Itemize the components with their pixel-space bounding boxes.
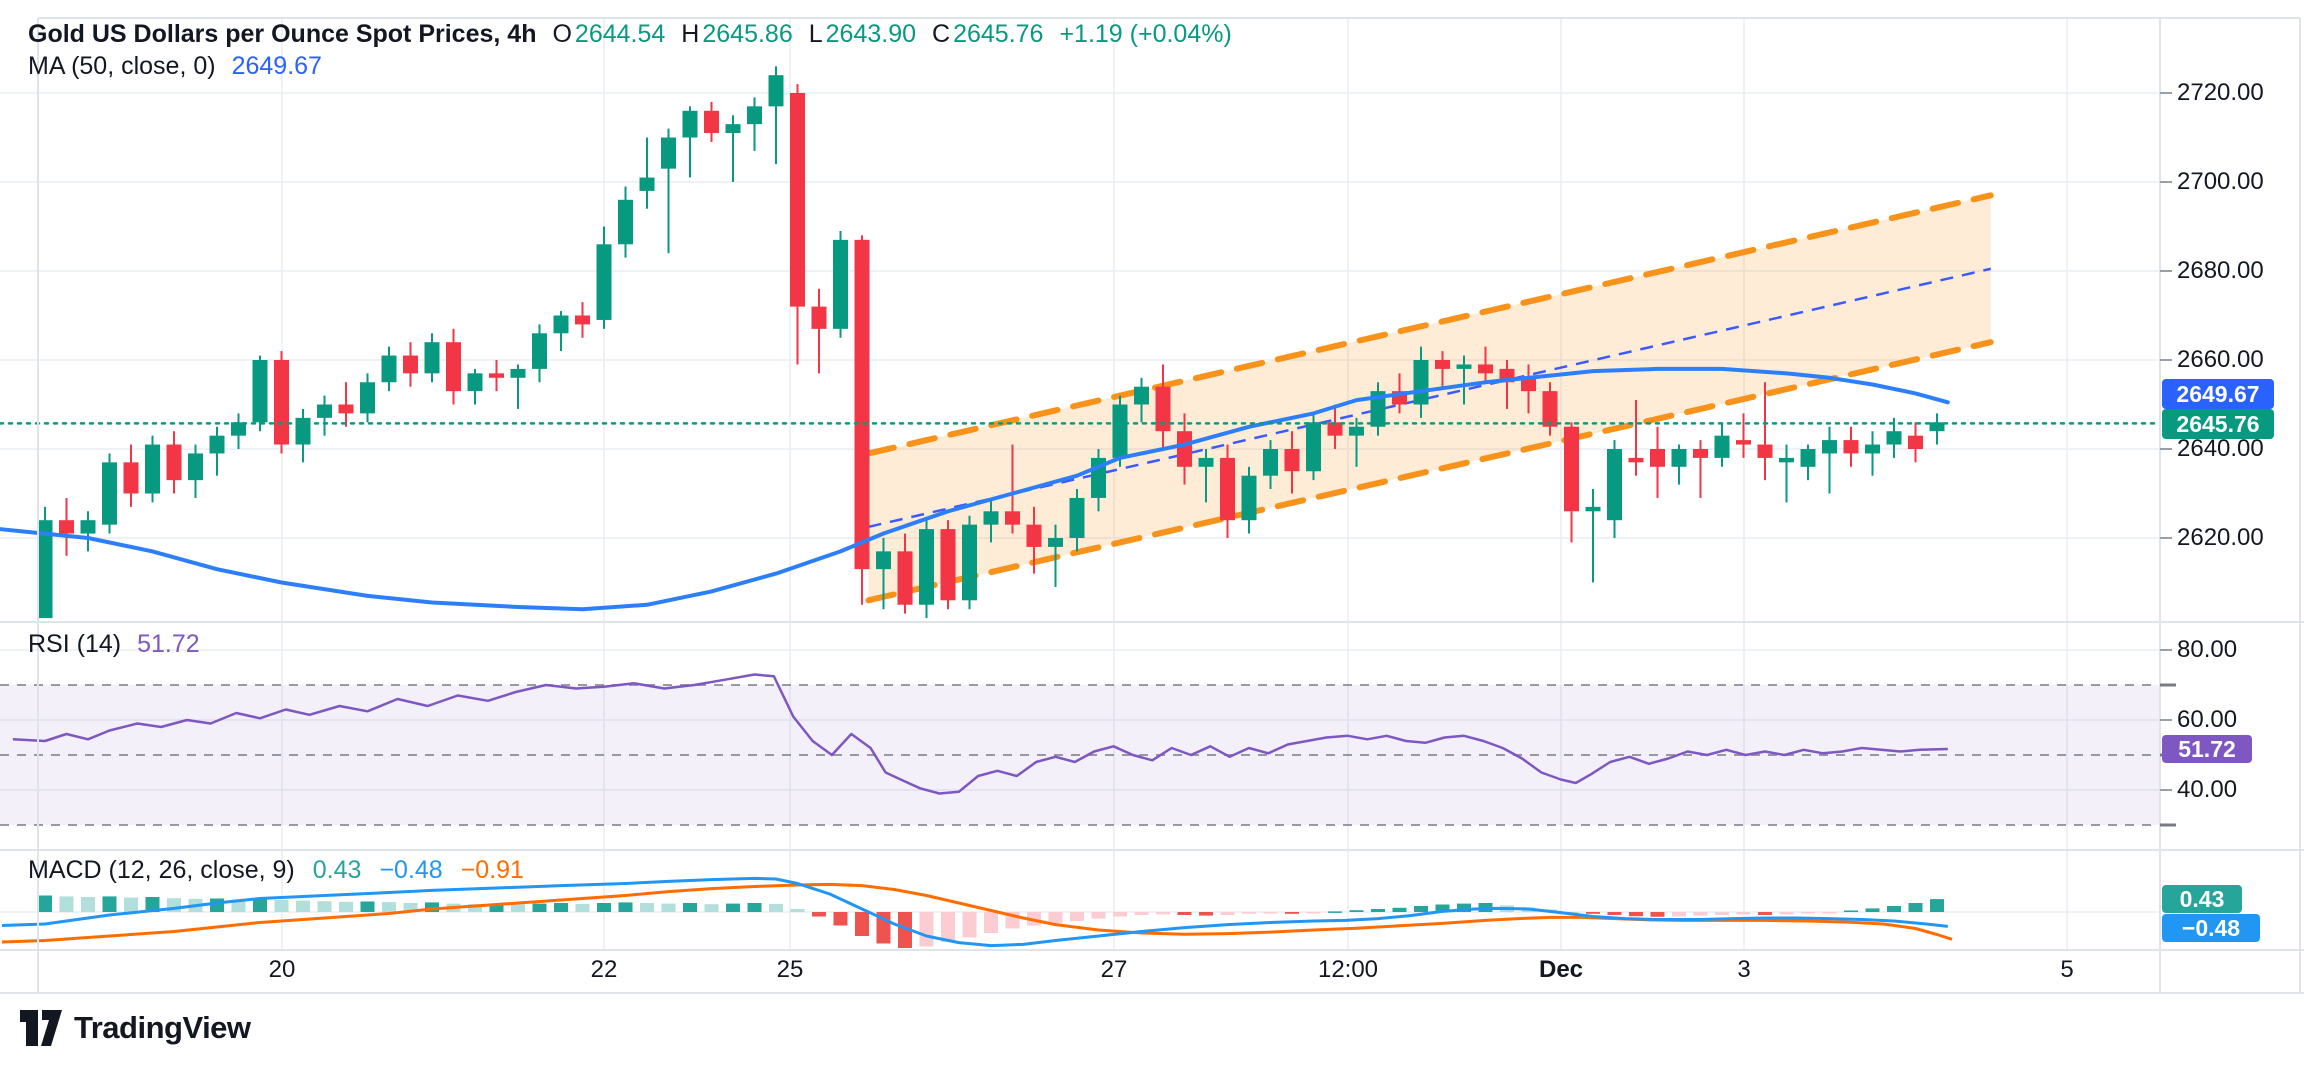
macd-signal-value: −0.91 bbox=[460, 856, 524, 884]
price-tick: 2680.00 bbox=[2177, 257, 2264, 284]
macd-label: MACD (12, 26, close, 9) bbox=[28, 856, 295, 884]
price-tick: 2640.00 bbox=[2177, 435, 2264, 462]
watermark-text: TradingView bbox=[74, 1010, 251, 1045]
rsi-tick: 40.00 bbox=[2177, 776, 2238, 803]
price-tick: 2660.00 bbox=[2177, 346, 2264, 373]
rsi-tick: 80.00 bbox=[2177, 636, 2238, 663]
time-tick: 12:00 bbox=[1317, 956, 1379, 983]
ohlc-open: O 2644.54 bbox=[552, 20, 666, 48]
symbol-title: Gold US Dollars per Ounce Spot Prices, 4… bbox=[28, 20, 537, 48]
tradingview-watermark[interactable]: TradingView bbox=[18, 1008, 251, 1048]
price-tick: 2720.00 bbox=[2177, 79, 2264, 106]
macd-line-value: −0.48 bbox=[379, 856, 443, 884]
price-tick: 2620.00 bbox=[2177, 524, 2264, 551]
time-tick-month: Dec bbox=[1538, 956, 1584, 983]
ma-legend[interactable]: MA (50, close, 0) 2649.67 bbox=[28, 52, 322, 81]
rsi-value: 51.72 bbox=[137, 630, 200, 658]
time-tick: 25 bbox=[776, 956, 804, 983]
ma-price-badge: 2649.67 bbox=[2162, 379, 2274, 409]
tradingview-logo-icon bbox=[20, 1010, 62, 1046]
ohlc-low: L 2643.90 bbox=[808, 20, 917, 48]
macd-line-badge: −0.48 bbox=[2162, 914, 2260, 942]
time-tick: 22 bbox=[590, 956, 618, 983]
time-tick: 20 bbox=[268, 956, 296, 983]
rsi-tick: 60.00 bbox=[2177, 706, 2238, 733]
macd-hist-badge: 0.43 bbox=[2162, 885, 2242, 913]
rsi-legend[interactable]: RSI (14) 51.72 bbox=[28, 630, 200, 659]
price-change: +1.19 (+0.04%) bbox=[1059, 20, 1232, 48]
time-tick: 27 bbox=[1100, 956, 1128, 983]
price-tick: 2700.00 bbox=[2177, 168, 2264, 195]
macd-hist-value: 0.43 bbox=[312, 856, 362, 884]
macd-legend[interactable]: MACD (12, 26, close, 9) 0.43 −0.48 −0.91 bbox=[28, 856, 524, 885]
time-tick: 3 bbox=[1737, 956, 1751, 983]
ohlc-close: C 2645.76 bbox=[932, 20, 1044, 48]
time-tick: 5 bbox=[2060, 956, 2074, 983]
last-price-badge: 2645.76 bbox=[2162, 409, 2274, 439]
ohlc-high: H 2645.86 bbox=[681, 20, 793, 48]
symbol-legend[interactable]: Gold US Dollars per Ounce Spot Prices, 4… bbox=[28, 20, 1232, 49]
ma-value: 2649.67 bbox=[231, 52, 322, 80]
rsi-label: RSI (14) bbox=[28, 630, 122, 658]
ma-label: MA (50, close, 0) bbox=[28, 52, 216, 80]
rsi-badge: 51.72 bbox=[2162, 735, 2252, 763]
